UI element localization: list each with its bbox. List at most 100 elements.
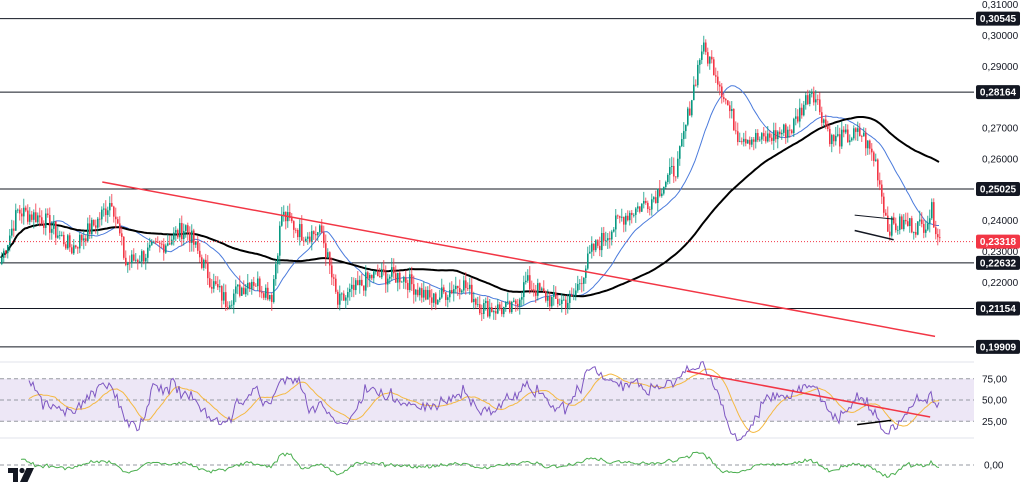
candle-body: [75, 245, 77, 248]
candle: [95, 219, 97, 234]
candle-body: [597, 240, 599, 246]
candle-body: [25, 207, 27, 211]
candle-body: [661, 193, 663, 196]
candle: [427, 286, 429, 300]
candle: [195, 241, 197, 248]
candle-body: [539, 283, 541, 291]
candle-body: [401, 281, 403, 283]
candle-body: [279, 225, 281, 256]
candle: [449, 282, 451, 303]
candle: [325, 234, 327, 266]
candle: [847, 124, 849, 143]
candle: [771, 133, 773, 145]
candle: [745, 130, 747, 147]
candle: [87, 217, 89, 243]
candle-body: [255, 285, 257, 287]
candle: [915, 223, 917, 238]
candle-body: [369, 275, 371, 279]
candle: [243, 280, 245, 295]
candle-body: [41, 217, 43, 224]
price-axis[interactable]: 0,31000 0,30000 0,29000 0,27000 0,26000 0,240…: [982, 0, 1019, 289]
candle: [295, 227, 297, 234]
candle-body: [537, 283, 539, 296]
candle-body: [65, 244, 67, 249]
candle: [231, 300, 233, 310]
momentum-axis: 0,00: [984, 461, 1004, 472]
candle-body: [57, 235, 59, 238]
level-label-text: 0,28164: [980, 88, 1017, 99]
candle-body: [259, 278, 261, 293]
candle: [421, 283, 423, 303]
candle-body: [187, 225, 189, 233]
candle: [251, 279, 253, 295]
candle-body: [769, 133, 771, 138]
candle: [611, 229, 613, 246]
candle: [879, 172, 881, 191]
candle-body: [95, 225, 97, 228]
candle-body: [185, 225, 187, 231]
candle-body: [383, 269, 385, 273]
candle: [19, 205, 21, 221]
candle-body: [147, 247, 149, 258]
candle: [927, 215, 929, 232]
candle: [351, 276, 353, 298]
candle: [321, 219, 323, 234]
candle: [13, 220, 15, 237]
candle-body: [889, 231, 891, 236]
candle-body: [269, 294, 271, 300]
candle: [53, 215, 55, 235]
level-labels: 0,30545 0,28164 0,25025 0,22632 0,21154 0,199…: [976, 11, 1020, 354]
candle-body: [893, 217, 895, 224]
candle-body: [301, 224, 303, 241]
candle: [273, 274, 275, 304]
candle: [323, 225, 325, 248]
candle: [895, 217, 897, 233]
candle-body: [223, 292, 225, 301]
candle-body: [141, 251, 143, 262]
candle: [643, 191, 645, 209]
candle-body: [219, 286, 221, 288]
candle: [223, 283, 225, 305]
candle: [743, 132, 745, 147]
candle: [179, 218, 181, 242]
level-label-text: 0,19909: [980, 342, 1017, 353]
candle-body: [855, 128, 857, 132]
level-label-box: [976, 339, 1020, 354]
candle: [435, 292, 437, 310]
candle: [483, 299, 485, 319]
candle: [145, 253, 147, 270]
candle: [227, 301, 229, 311]
candle: [263, 291, 265, 301]
candle: [361, 273, 363, 287]
candle-body: [923, 223, 925, 233]
candle: [379, 267, 381, 278]
candle: [393, 258, 395, 279]
candle-body: [371, 275, 373, 279]
candle-body: [443, 287, 445, 293]
candle: [329, 251, 331, 275]
level-label: 0,28164: [976, 85, 1020, 100]
candle-body: [133, 254, 135, 261]
candle: [923, 219, 925, 239]
candle: [687, 106, 689, 127]
candle: [233, 289, 235, 314]
candle: [63, 231, 65, 247]
candle: [157, 236, 159, 243]
candle: [77, 246, 79, 254]
price-tick-label: 0,29000: [982, 62, 1019, 73]
candle-body: [905, 219, 907, 222]
candle-body: [135, 259, 137, 261]
candle-body: [161, 243, 163, 245]
candle-body: [273, 279, 275, 302]
candle-body: [567, 302, 569, 308]
candle-body: [201, 257, 203, 268]
candle: [151, 239, 153, 247]
candle: [59, 230, 61, 240]
candle: [747, 139, 749, 144]
candle-body: [83, 238, 85, 241]
candle: [523, 275, 525, 305]
candle-body: [429, 290, 431, 298]
level-label-box: [976, 11, 1020, 26]
candle: [619, 215, 621, 224]
